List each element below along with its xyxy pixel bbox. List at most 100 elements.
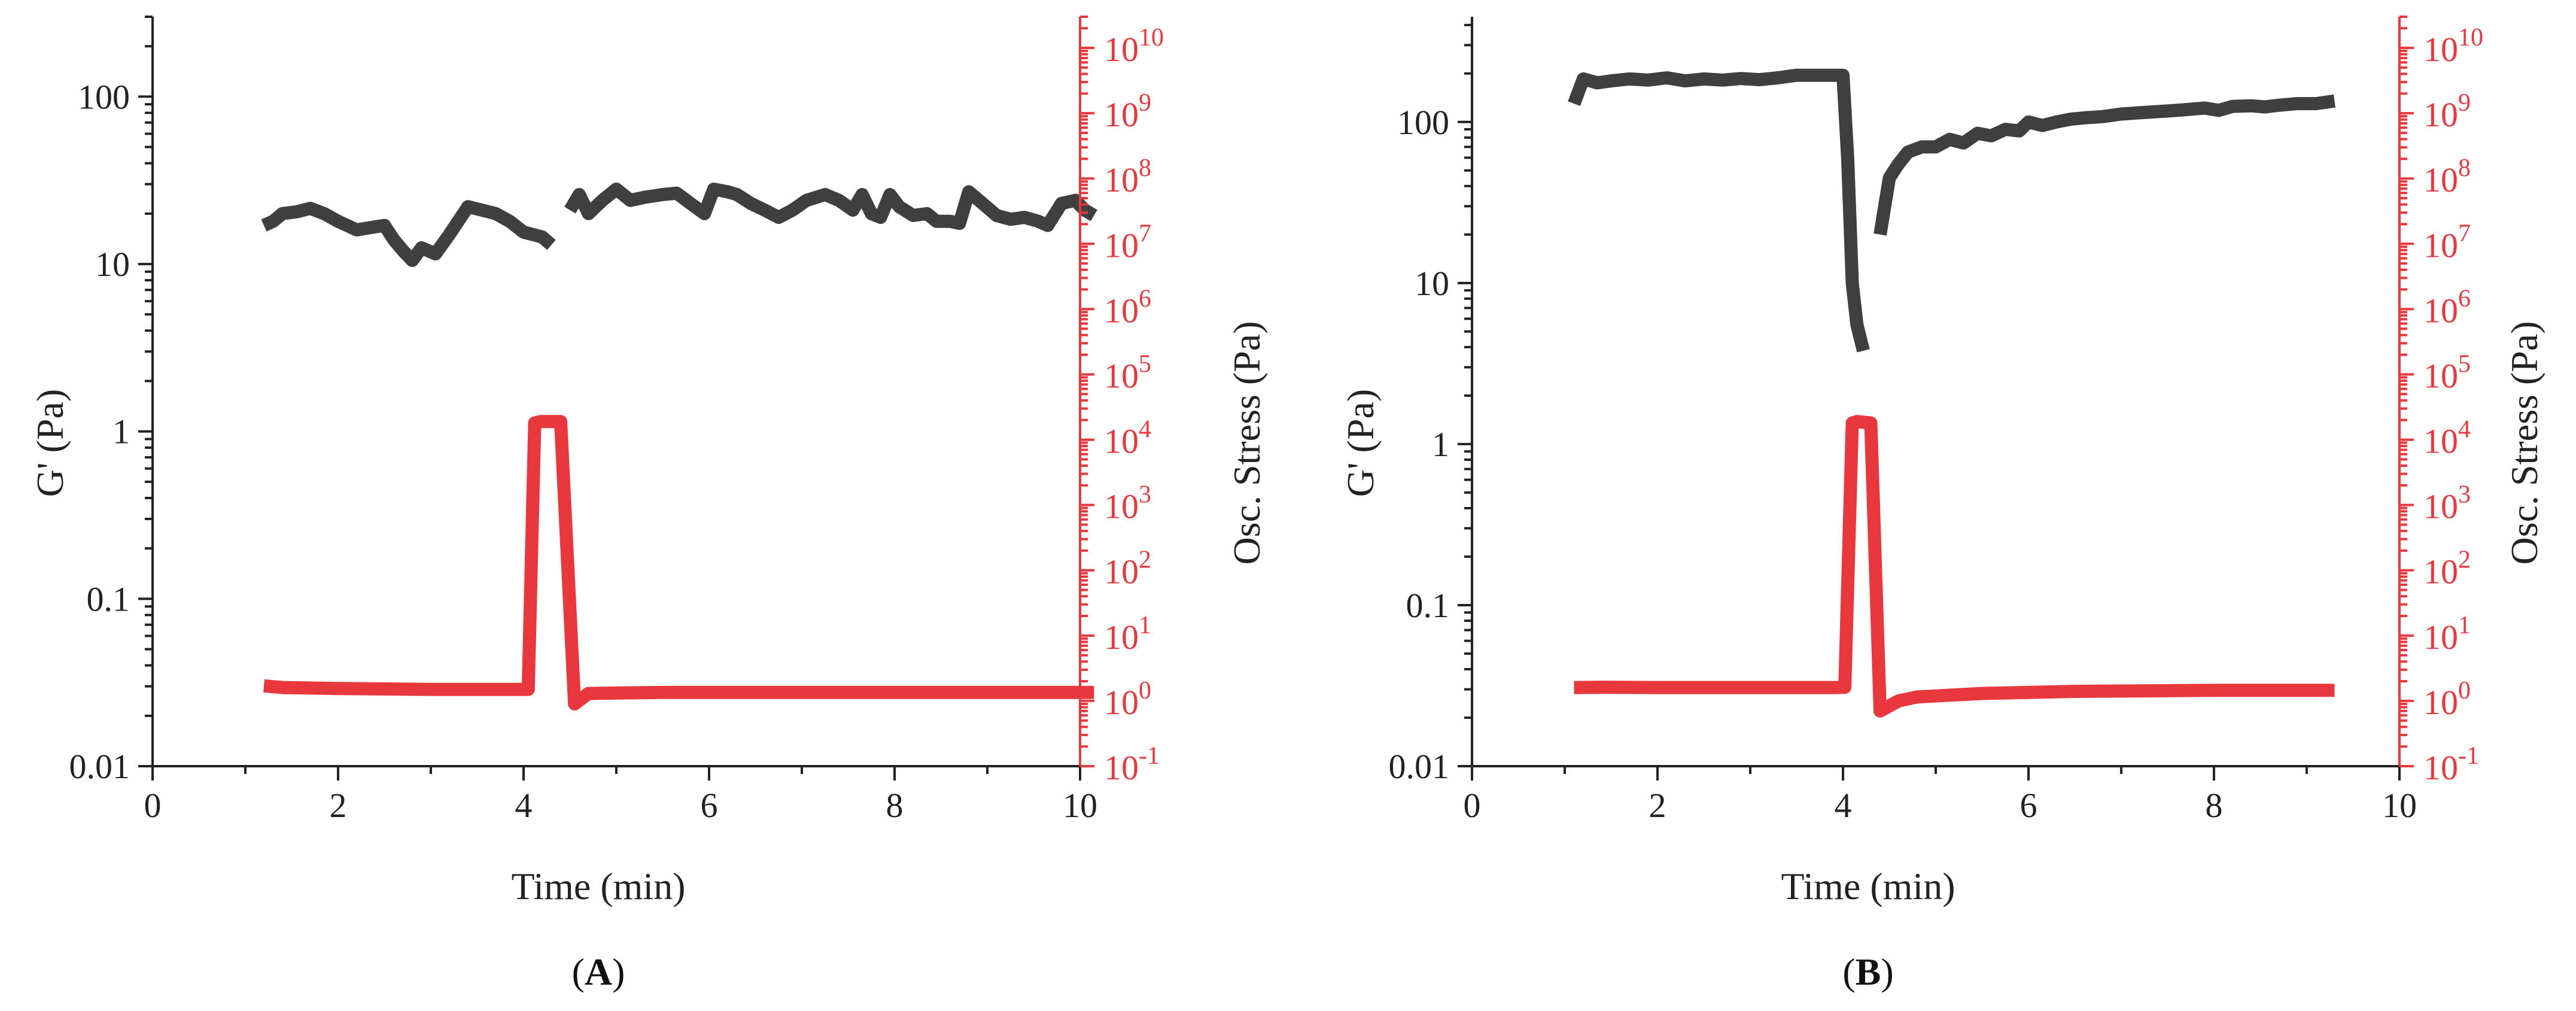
tick-exponent: 9: [2458, 89, 2471, 117]
x-tick-label: 8: [886, 786, 904, 825]
right-y-tick-label: 100: [2423, 677, 2471, 722]
right-y-tick-label: 105: [1104, 350, 1151, 395]
tick-base: 10: [1104, 356, 1139, 395]
panel-label-letter: B: [1856, 951, 1881, 993]
tick-exponent: 0: [2458, 677, 2471, 705]
tick-base: 10: [2423, 356, 2458, 395]
y-axis-title-right: Osc. Stress (Pa): [1225, 321, 1268, 564]
tick-base: 10: [1104, 422, 1139, 461]
right-y-tick-label: 107: [1104, 220, 1151, 265]
right-y-tick-label: 100: [1104, 677, 1151, 722]
tick-exponent: 8: [1139, 154, 1151, 182]
right-y-tick-label: 1010: [1104, 24, 1164, 69]
x-tick-label: 0: [1464, 786, 1481, 825]
gprime-series-line: [564, 183, 1097, 232]
series-layer: [1568, 68, 2336, 718]
tick-base: 10: [1104, 226, 1139, 265]
chart-panel-b: 0 2 4 6 8 100.010.111010010-11001011021031041…: [1339, 16, 2545, 993]
x-tick-label: 6: [701, 786, 718, 825]
right-y-tick-label: 103: [1104, 481, 1151, 526]
tick-base: 10: [2423, 291, 2458, 330]
tick-base: 10: [2423, 748, 2458, 787]
tick-base: 10: [2423, 618, 2458, 657]
tick-base: 10: [1104, 95, 1139, 134]
gprime-series-line: [1874, 94, 2336, 236]
tick-exponent: -1: [2458, 742, 2479, 770]
tick-exponent: 1: [2458, 612, 2471, 639]
x-tick-label: 8: [2206, 786, 2223, 825]
right-y-tick-label: 108: [2423, 154, 2471, 199]
tick-base: 10: [2423, 226, 2458, 265]
y-axis-title-left: G' (Pa): [1339, 389, 1382, 497]
left-y-tick-label: 10: [95, 245, 130, 284]
tick-exponent: 5: [2458, 350, 2471, 378]
tick-exponent: 8: [2458, 154, 2471, 182]
tick-base: 10: [1104, 160, 1139, 199]
left-y-tick-label: 100: [78, 77, 130, 116]
panel-label-open: (: [1842, 951, 1855, 993]
axes-layer: 0 2 4 6 8 100.010.111010010-11001011021031041…: [1389, 16, 2483, 825]
tick-exponent: 5: [1139, 350, 1151, 378]
tick-base: 10: [2423, 552, 2458, 591]
right-y-tick-label: 105: [2423, 350, 2471, 395]
tick-exponent: 4: [1139, 416, 1151, 444]
tick-base: 10: [1104, 618, 1139, 657]
x-tick-label: 4: [515, 786, 533, 825]
right-y-tick-label: 107: [2423, 220, 2471, 265]
left-y-tick-label: 0.1: [1406, 586, 1450, 625]
tick-base: 10: [2423, 422, 2458, 461]
right-y-tick-label: 102: [1104, 547, 1151, 591]
tick-base: 10: [1104, 683, 1139, 722]
chart-panel-a: 0 2 4 6 8 100.010.111010010-11001011021031041…: [29, 16, 1268, 993]
tick-exponent: 4: [2458, 416, 2471, 444]
axes-layer: 0 2 4 6 8 100.010.111010010-11001011021031041…: [69, 16, 1164, 825]
tick-exponent: 3: [1139, 481, 1151, 509]
left-y-tick-label: 10: [1415, 264, 1449, 303]
left-y-tick-label: 0.01: [69, 747, 130, 786]
tick-base: 10: [1104, 552, 1139, 591]
tick-exponent: 2: [1139, 547, 1151, 574]
panel-label-open: (: [572, 951, 585, 993]
tick-base: 10: [2423, 30, 2458, 69]
left-y-tick-label: 100: [1397, 103, 1449, 142]
x-tick-label: 10: [1063, 786, 1097, 825]
panel-label-close: ): [1881, 951, 1893, 993]
tick-base: 10: [1104, 291, 1139, 330]
y-axis-title-left: G' (Pa): [29, 389, 71, 497]
tick-exponent: 0: [1139, 677, 1151, 705]
tick-exponent: 6: [2458, 285, 2471, 312]
x-tick-label: 4: [1835, 786, 1852, 825]
right-y-tick-label: 10-1: [1104, 742, 1160, 787]
x-tick-label: 0: [144, 786, 162, 825]
panel-label-letter: A: [585, 951, 612, 993]
tick-exponent: 10: [2458, 24, 2483, 51]
left-y-tick-label: 0.01: [1389, 747, 1450, 786]
left-y-tick-label: 1: [1432, 425, 1449, 464]
left-y-tick-label: 1: [112, 412, 130, 451]
right-y-tick-label: 102: [2423, 547, 2471, 591]
tick-base: 10: [2423, 487, 2458, 526]
gprime-series-line: [1568, 68, 1870, 353]
x-tick-label: 2: [330, 786, 347, 825]
right-y-tick-label: 106: [2423, 285, 2471, 330]
stress-series-line: [1574, 415, 2335, 718]
x-axis-title: Time (min): [512, 865, 686, 907]
right-y-tick-label: 104: [1104, 416, 1151, 461]
series-layer: [261, 183, 1097, 711]
right-y-tick-label: 103: [2423, 481, 2471, 526]
tick-base: 10: [1104, 748, 1139, 787]
panel-label-close: ): [612, 951, 625, 993]
tick-exponent: -1: [1139, 742, 1160, 770]
tick-base: 10: [2423, 95, 2458, 134]
tick-base: 10: [1104, 30, 1139, 69]
right-y-tick-label: 106: [1104, 285, 1151, 330]
x-axis-title: Time (min): [1781, 865, 1955, 907]
right-y-tick-label: 101: [1104, 612, 1151, 657]
tick-exponent: 3: [2458, 481, 2471, 509]
tick-exponent: 7: [2458, 220, 2471, 247]
right-y-tick-label: 104: [2423, 416, 2471, 461]
tick-base: 10: [2423, 683, 2458, 722]
